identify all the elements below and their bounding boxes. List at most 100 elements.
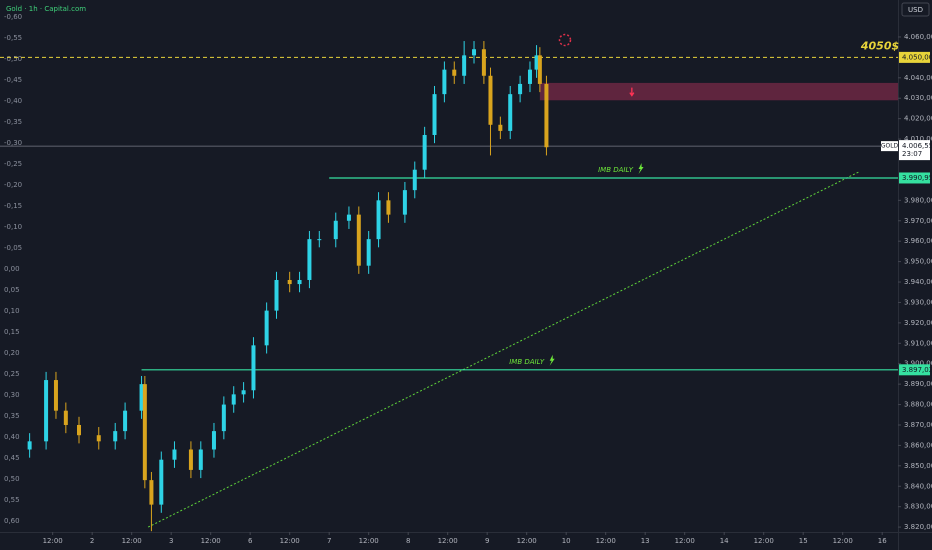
candle-body <box>159 459 164 505</box>
candle-body <box>188 449 193 470</box>
candle-body <box>211 431 216 450</box>
y2-tick-label: 0,30 <box>4 391 20 399</box>
candle-body <box>53 380 58 411</box>
x-tick-label: 2 <box>90 537 94 545</box>
y-tick-label: 3.840,00 <box>904 482 932 490</box>
x-tick-label: 14 <box>720 537 729 545</box>
x-tick-label: 12:00 <box>122 537 142 545</box>
y2-tick-label: -0,45 <box>4 76 22 84</box>
imb-label: IMB DAILY <box>509 358 545 366</box>
x-tick-label: 7 <box>327 537 331 545</box>
candle-body <box>518 83 523 95</box>
candle-body <box>96 435 101 442</box>
y2-tick-label: -0,40 <box>4 97 22 105</box>
y2-tick-label: 0,25 <box>4 370 20 378</box>
y2-tick-label: -0,30 <box>4 139 22 147</box>
y-tick-label: 4.060,00 <box>904 33 932 41</box>
y-tick-label: 3.860,00 <box>904 441 932 449</box>
y2-tick-label: 0,35 <box>4 412 20 420</box>
currency: USD <box>908 6 923 14</box>
y-tick-label: 3.890,00 <box>904 380 932 388</box>
candle-body <box>432 94 437 135</box>
candle-body <box>297 279 302 285</box>
y2-tick-label: -0,15 <box>4 202 22 210</box>
x-tick-label: 12:00 <box>833 537 853 545</box>
x-tick-label: 9 <box>485 537 489 545</box>
candle-body <box>172 449 177 460</box>
candle-body <box>481 49 486 76</box>
candle-body <box>442 69 447 95</box>
y-tick-label: 3.830,00 <box>904 503 932 511</box>
candle-body <box>508 94 513 131</box>
price-tag-label: 4.006,55 <box>902 142 932 150</box>
x-tick-label: 12:00 <box>675 537 695 545</box>
candle-body <box>527 69 532 84</box>
candle-body <box>402 190 407 215</box>
price-tag <box>899 140 930 161</box>
imb-label: IMB DAILY <box>598 166 634 174</box>
candle-body <box>221 404 226 432</box>
candle-body <box>307 239 312 280</box>
candle-body <box>198 449 203 470</box>
y2-tick-label: 0,10 <box>4 307 20 315</box>
y-tick-label: 3.880,00 <box>904 401 932 409</box>
candle-body <box>113 431 118 442</box>
y2-tick-label: -0,20 <box>4 181 22 189</box>
supply-zone <box>539 82 898 101</box>
price-tag-label: 4.050,00 <box>902 53 932 61</box>
trendline <box>147 171 860 528</box>
candle-body <box>544 83 549 148</box>
y2-tick-label: -0,25 <box>4 160 22 168</box>
y-tick-label: 3.960,00 <box>904 237 932 245</box>
chart-title: Gold · 1h · Capital.com <box>6 5 86 13</box>
x-tick-label: 12:00 <box>754 537 774 545</box>
y-tick-label: 3.970,00 <box>904 217 932 225</box>
candle-body <box>452 69 457 76</box>
candle-body <box>356 214 361 266</box>
candle-body <box>63 410 68 425</box>
y2-tick-label: 0,50 <box>4 475 20 483</box>
y2-tick-label: -0,10 <box>4 223 22 231</box>
y-tick-label: 3.850,00 <box>904 462 932 470</box>
y-tick-label: 4.030,00 <box>904 94 932 102</box>
candle-body <box>534 55 539 70</box>
x-tick-label: 12:00 <box>517 537 537 545</box>
y-tick-label: 3.930,00 <box>904 298 932 306</box>
x-tick-label: 12:00 <box>280 537 300 545</box>
y-tick-label: 3.870,00 <box>904 421 932 429</box>
y2-tick-label: 0,20 <box>4 349 20 357</box>
bolt-icon <box>638 162 644 174</box>
x-tick-label: 12:00 <box>596 537 616 545</box>
candle-body <box>139 384 144 411</box>
candle-body <box>366 239 371 266</box>
candle-body <box>346 214 351 221</box>
price-tag <box>899 172 930 184</box>
candle-body <box>333 220 338 240</box>
symbol-tag <box>881 141 898 152</box>
price-tag-label: 3.897,02 <box>902 366 932 374</box>
y-tick-label: 4.010,00 <box>904 135 932 143</box>
currency-box[interactable] <box>901 2 930 17</box>
candle-body <box>537 55 542 84</box>
zone-arrow <box>629 87 635 97</box>
y-tick-label: 3.900,00 <box>904 360 932 368</box>
candle-body <box>498 124 503 131</box>
x-tick-label: 8 <box>406 537 410 545</box>
y2-tick-label: -0,55 <box>4 34 22 42</box>
y2-tick-label: 0,40 <box>4 433 20 441</box>
x-tick-label: 6 <box>248 537 253 545</box>
countdown-label: 23:07 <box>902 150 922 158</box>
x-tick-label: 12:00 <box>43 537 63 545</box>
y2-tick-label: 0,00 <box>4 265 20 273</box>
candle-body <box>77 424 82 436</box>
y2-tick-label: 0,55 <box>4 496 20 504</box>
price-tag-label: 3.990,95 <box>902 174 932 182</box>
candle-body <box>27 441 32 450</box>
x-tick-label: 13 <box>641 537 650 545</box>
y2-tick-label: 0,15 <box>4 328 20 336</box>
x-tick-label: 12:00 <box>201 537 221 545</box>
x-tick-label: 16 <box>878 537 887 545</box>
candle-body <box>412 169 417 191</box>
x-tick-label: 3 <box>169 537 173 545</box>
